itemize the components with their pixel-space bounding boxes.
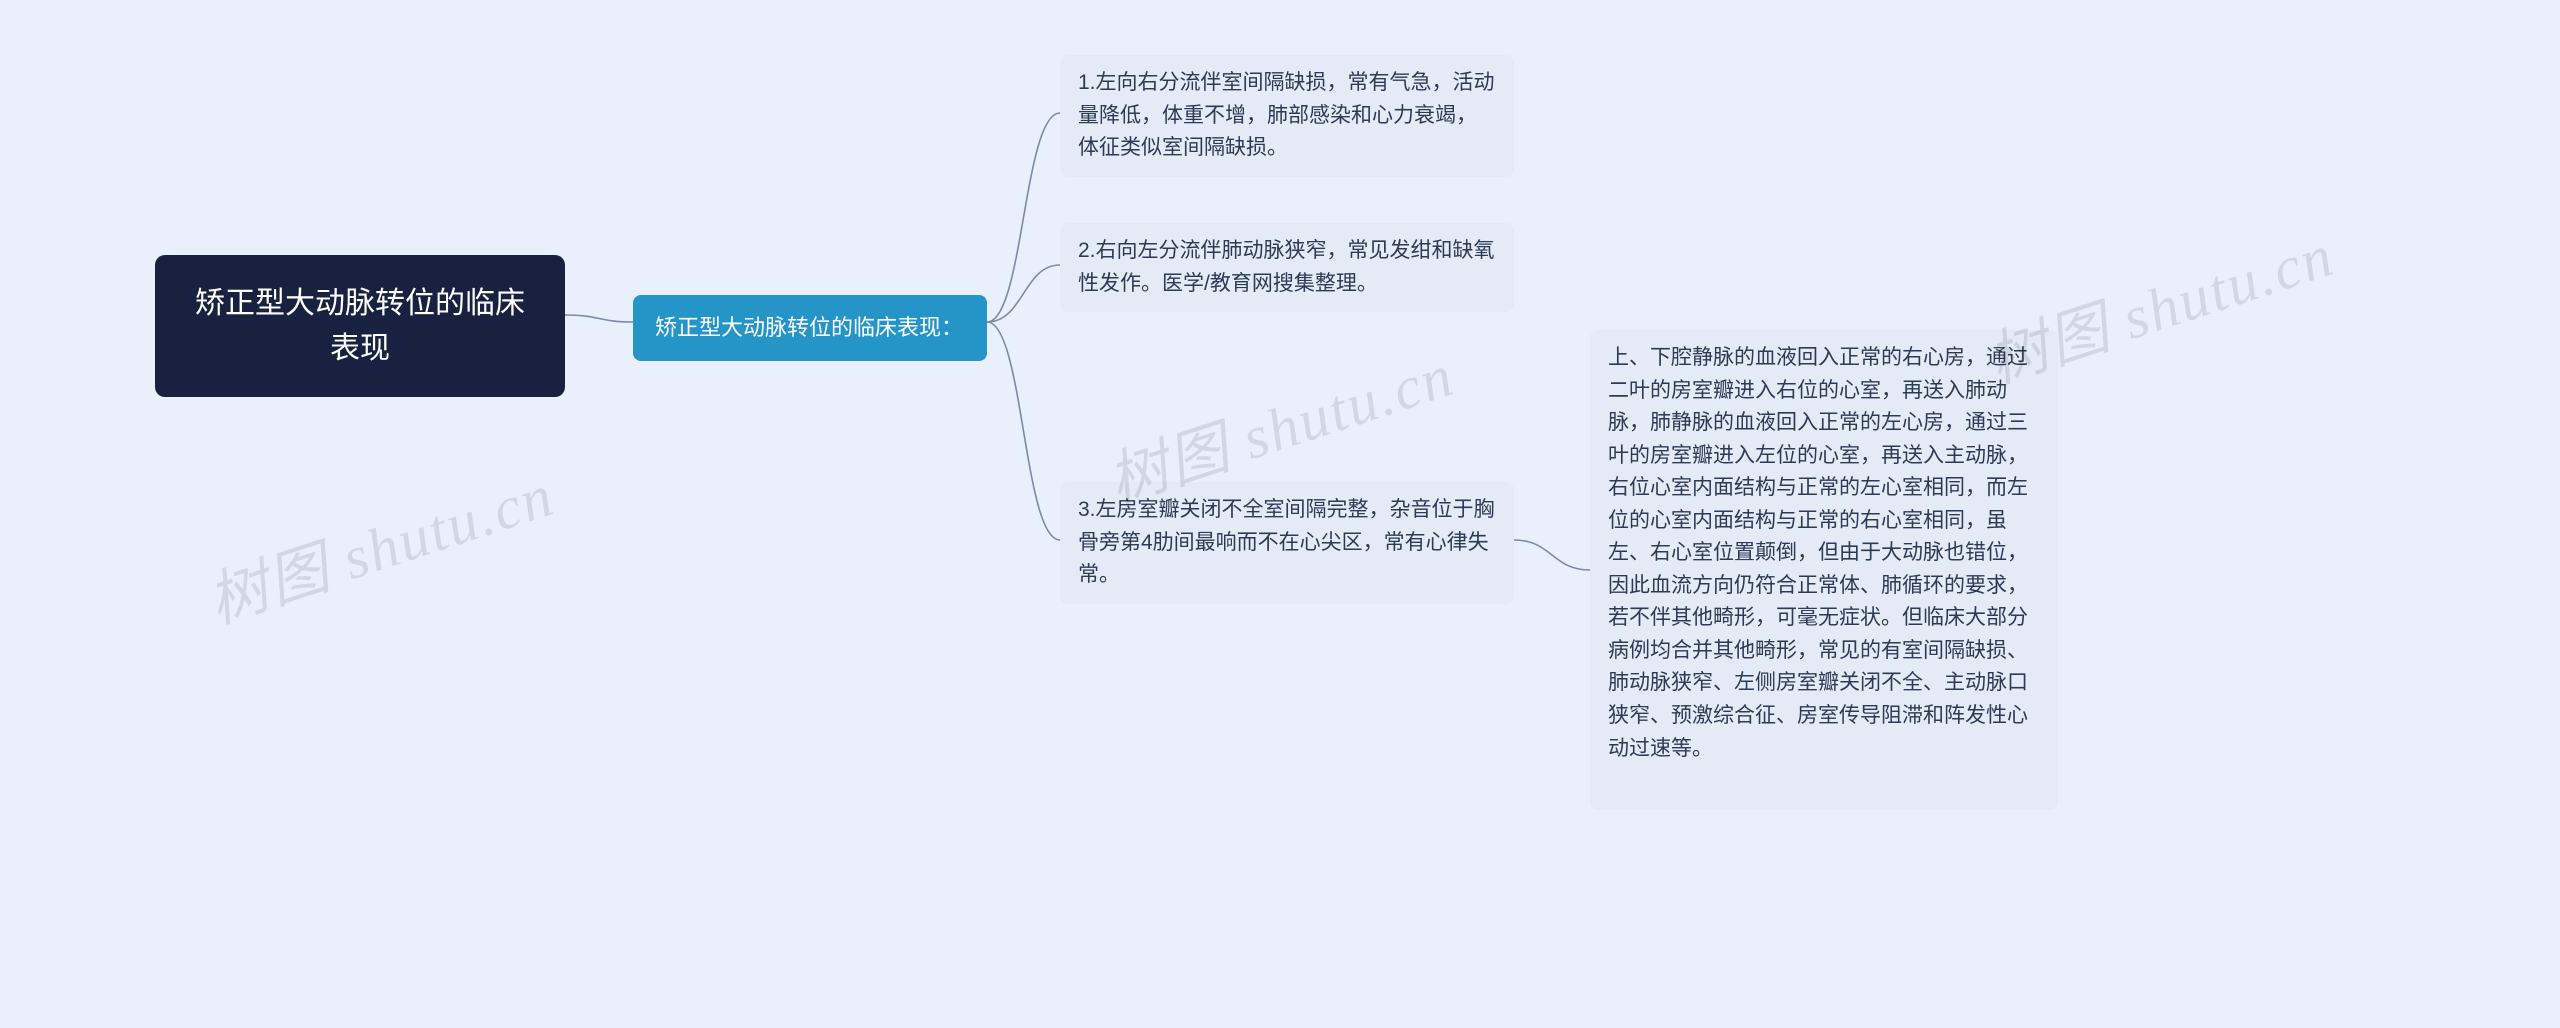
leaf-node-1[interactable]: 1.左向右分流伴室间隔缺损，常有气急，活动量降低，体重不增，肺部感染和心力衰竭，… (1060, 55, 1514, 177)
root-node[interactable]: 矫正型大动脉转位的临床 表现 (155, 255, 565, 397)
root-line1: 矫正型大动脉转位的临床 (185, 281, 535, 326)
root-line2: 表现 (185, 326, 535, 371)
mindmap-canvas: 矫正型大动脉转位的临床 表现 矫正型大动脉转位的临床表现： 1.左向右分流伴室间… (0, 0, 2560, 1028)
leaf-node-2[interactable]: 2.右向左分流伴肺动脉狭窄，常见发绀和缺氧性发作。医学/教育网搜集整理。 (1060, 223, 1514, 312)
detail-node[interactable]: 上、下腔静脉的血液回入正常的右心房，通过二叶的房室瓣进入右位的心室，再送入肺动脉… (1590, 330, 2058, 810)
topic-node[interactable]: 矫正型大动脉转位的临床表现： (633, 295, 987, 361)
leaf-node-3[interactable]: 3.左房室瓣关闭不全室间隔完整，杂音位于胸骨旁第4肋间最响而不在心尖区，常有心律… (1060, 482, 1514, 604)
